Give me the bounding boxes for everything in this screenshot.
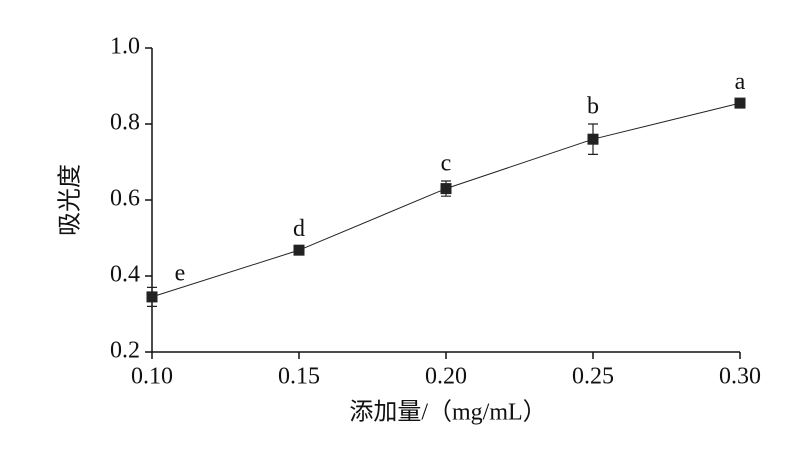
y-tick-label: 0.2: [110, 338, 140, 364]
y-tick-label: 0.6: [110, 186, 140, 212]
x-tick-label: 0.10: [131, 364, 173, 390]
point-label: b: [587, 94, 599, 120]
point-label: e: [175, 260, 186, 286]
y-axis-label: 吸光度: [57, 164, 84, 236]
x-tick-label: 0.15: [278, 364, 320, 390]
x-tick-label: 0.25: [572, 364, 614, 390]
y-tick-label: 1.0: [110, 34, 140, 60]
marker: [734, 97, 746, 109]
marker: [440, 183, 452, 195]
y-tick-label: 0.4: [110, 262, 140, 288]
x-tick-label: 0.20: [425, 364, 467, 390]
point-label: c: [441, 151, 452, 177]
x-axis-label: 添加量/（mg/mL）: [349, 399, 546, 426]
y-tick-label: 0.8: [110, 110, 140, 136]
x-tick-label: 0.30: [719, 364, 761, 390]
point-label: d: [293, 216, 305, 242]
point-label: a: [735, 69, 746, 95]
marker: [293, 244, 305, 256]
marker: [146, 291, 158, 303]
line: [151, 102, 741, 298]
marker: [587, 133, 599, 145]
